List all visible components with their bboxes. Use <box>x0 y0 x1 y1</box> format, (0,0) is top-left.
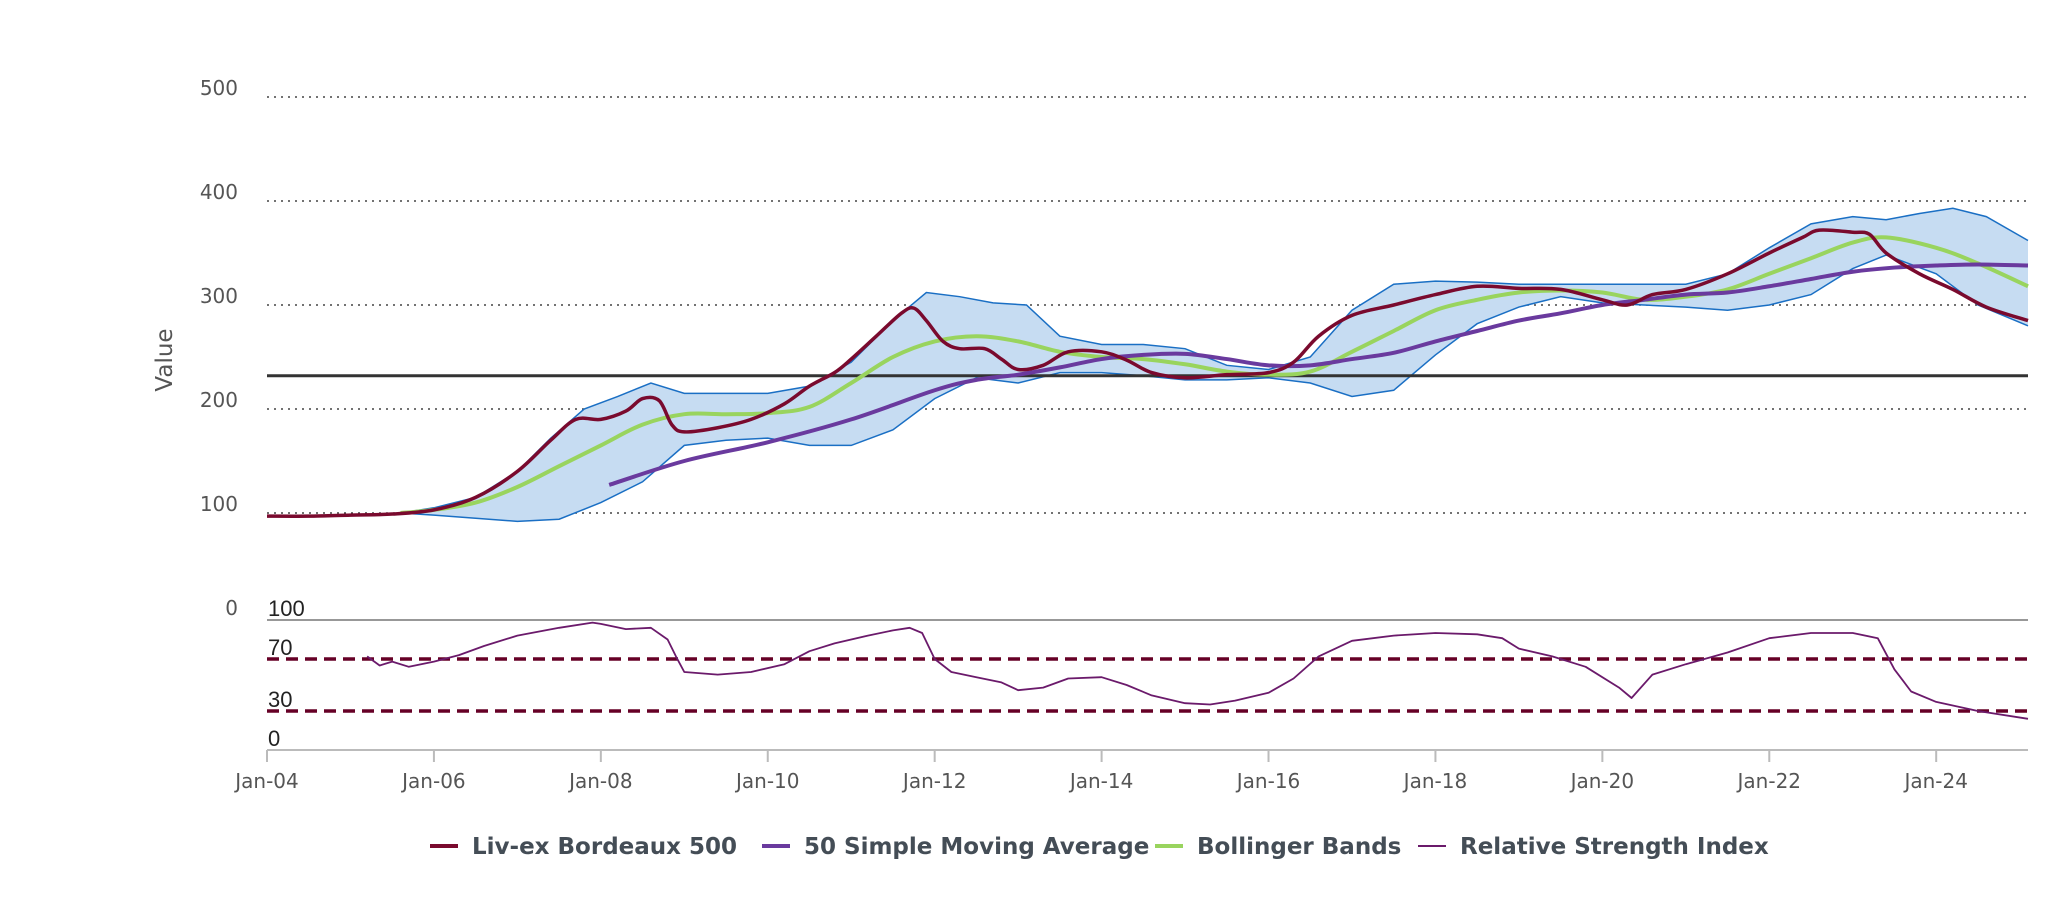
y-tick-label: 400 <box>200 180 238 204</box>
rsi-tick-label: 30 <box>268 687 292 712</box>
rsi-tick-label: 70 <box>268 635 292 660</box>
series-rsi <box>366 621 2029 720</box>
rsi-tick-label: 0 <box>268 726 280 751</box>
bollinger-band-area <box>400 207 2029 523</box>
series-lines <box>266 228 2029 518</box>
y-tick-label: 0 <box>225 596 238 620</box>
series-liv-ex-bordeaux-500 <box>266 228 2029 518</box>
y-axis-label: Value <box>152 328 178 391</box>
x-tick-label: Jan-04 <box>233 769 299 793</box>
rsi-panel: 100 70 30 0 <box>267 596 2029 751</box>
legend-label: Liv-ex Bordeaux 500 <box>472 834 737 860</box>
x-tick-label: Jan-16 <box>1235 769 1301 793</box>
legend-item: 50 Simple Moving Average <box>762 834 1149 860</box>
series-bollinger-mid <box>400 235 2029 515</box>
y-tick-label: 100 <box>200 492 238 516</box>
rsi-tick-label: 100 <box>268 596 305 621</box>
x-tick-label: Jan-22 <box>1736 769 1802 793</box>
x-tick-label: Jan-20 <box>1569 769 1635 793</box>
legend-label: Bollinger Bands <box>1197 834 1401 860</box>
legend-item: Bollinger Bands <box>1155 834 1401 860</box>
x-tick-label: Jan-14 <box>1068 769 1134 793</box>
x-tick-label: Jan-08 <box>567 769 633 793</box>
legend: Liv-ex Bordeaux 500 50 Simple Moving Aver… <box>430 834 1769 860</box>
x-tick-label: Jan-18 <box>1402 769 1468 793</box>
x-tick-label: Jan-24 <box>1902 769 1968 793</box>
bollinger-upper-band <box>400 207 2029 514</box>
legend-item: Liv-ex Bordeaux 500 <box>430 834 737 860</box>
bollinger-band-fill <box>400 208 2029 522</box>
legend-label: Relative Strength Index <box>1460 834 1769 860</box>
x-tick-label: Jan-12 <box>901 769 967 793</box>
bollinger-lower-band <box>400 254 2029 523</box>
x-tick-label: Jan-06 <box>400 769 466 793</box>
series-50-sma <box>608 262 2029 487</box>
legend-item: Relative Strength Index <box>1418 834 1769 860</box>
x-tick-label: Jan-10 <box>734 769 800 793</box>
y-tick-label: 300 <box>200 284 238 308</box>
y-tick-label: 500 <box>200 76 238 100</box>
legend-label: 50 Simple Moving Average <box>804 834 1149 860</box>
y-tick-label: 200 <box>200 388 238 412</box>
